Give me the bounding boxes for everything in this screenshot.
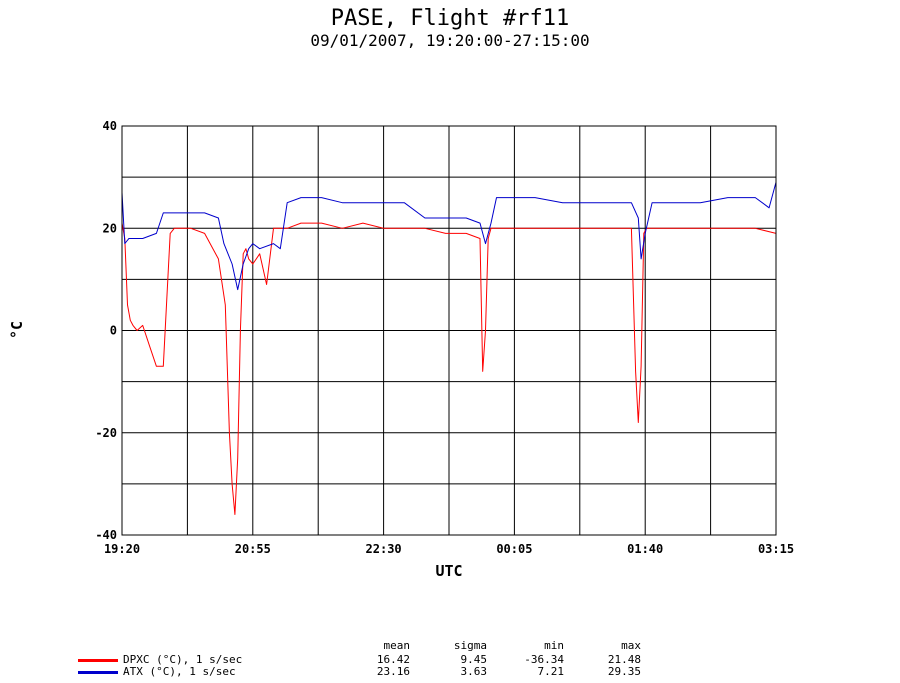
y-tick-label: -20 [95,426,117,440]
stats-header-max: max [621,639,641,652]
legend-swatch-atx [78,671,118,674]
x-tick-label: 01:40 [627,542,663,556]
y-tick-label: 40 [103,119,117,133]
stats-dpxc-max: 21.48 [607,653,641,666]
chart-title: PASE, Flight #rf11 [331,6,569,31]
grid-lines [122,126,776,535]
x-tick-label: 00:05 [496,542,532,556]
stats-header-mean: mean [383,639,411,652]
stats-header-sigma: sigma [453,639,487,652]
stats-dpxc-mean: 16.42 [376,653,410,666]
tick-labels: 19:20 20:55 22:30 00:05 01:40 03:15 40 20 0 -20 -4… [95,119,794,556]
stats-dpxc-sigma: 9.45 [460,653,488,666]
series-line-atx [121,182,777,291]
y-tick-label: 20 [103,221,117,235]
series-line-dpxc [121,222,777,515]
y-axis-label: °C [8,321,26,339]
legend-label-atx: ATX (°C), 1 s/sec [123,665,236,678]
stats-dpxc-min: -36.34 [524,653,564,666]
stats-atx-min: 7.21 [537,665,565,678]
stats-header-min: min [544,639,564,652]
x-tick-label: 22:30 [366,542,402,556]
series-layer [121,182,777,515]
legend-swatch-dpxc [78,659,118,662]
y-tick-label: -40 [95,528,117,542]
stats-atx-mean: 23.16 [376,665,410,678]
y-tick-label: 0 [110,324,117,338]
stats-atx-max: 29.35 [607,665,641,678]
legend-label-dpxc: DPXC (°C), 1 s/sec [123,653,243,666]
x-axis-label: UTC [435,562,462,580]
x-tick-label: 03:15 [758,542,794,556]
x-tick-label: 20:55 [235,542,271,556]
x-tick-label: 19:20 [104,542,140,556]
stats-atx-sigma: 3.63 [460,665,488,678]
chart-subtitle: 09/01/2007, 19:20:00-27:15:00 [310,31,589,50]
plot-frame [121,125,777,536]
